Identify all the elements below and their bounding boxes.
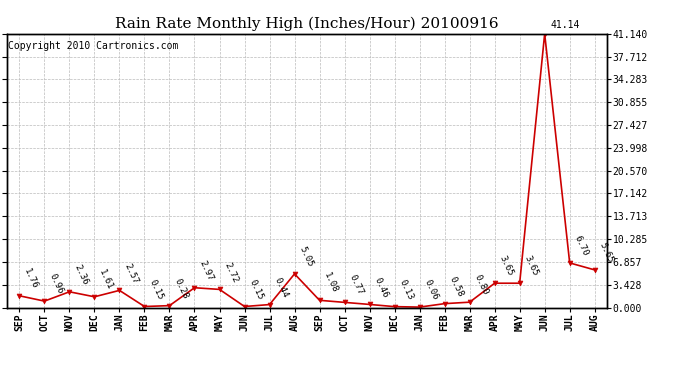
- Text: 2.72: 2.72: [222, 261, 239, 284]
- Text: 0.46: 0.46: [373, 276, 390, 299]
- Text: 0.58: 0.58: [447, 275, 464, 298]
- Text: 3.65: 3.65: [497, 254, 515, 278]
- Text: 0.15: 0.15: [247, 278, 264, 301]
- Text: 5.65: 5.65: [598, 241, 615, 264]
- Text: 2.36: 2.36: [72, 263, 90, 286]
- Text: Copyright 2010 Cartronics.com: Copyright 2010 Cartronics.com: [8, 40, 179, 51]
- Text: 0.96: 0.96: [47, 272, 64, 296]
- Text: 3.65: 3.65: [522, 254, 540, 278]
- Text: 0.44: 0.44: [273, 276, 290, 299]
- Text: 0.80: 0.80: [473, 273, 490, 297]
- Title: Rain Rate Monthly High (Inches/Hour) 20100916: Rain Rate Monthly High (Inches/Hour) 201…: [115, 17, 499, 31]
- Text: 2.57: 2.57: [122, 261, 139, 285]
- Text: 2.97: 2.97: [197, 259, 215, 282]
- Text: 1.76: 1.76: [22, 267, 39, 290]
- Text: 1.08: 1.08: [322, 272, 339, 295]
- Text: 0.15: 0.15: [147, 278, 164, 301]
- Text: 41.14: 41.14: [550, 20, 580, 30]
- Text: 5.05: 5.05: [297, 245, 315, 268]
- Text: 0.13: 0.13: [397, 278, 415, 301]
- Text: 0.77: 0.77: [347, 273, 364, 297]
- Text: 0.06: 0.06: [422, 278, 440, 302]
- Text: 6.70: 6.70: [573, 234, 590, 257]
- Text: 0.28: 0.28: [172, 277, 190, 300]
- Text: 1.61: 1.61: [97, 268, 115, 291]
